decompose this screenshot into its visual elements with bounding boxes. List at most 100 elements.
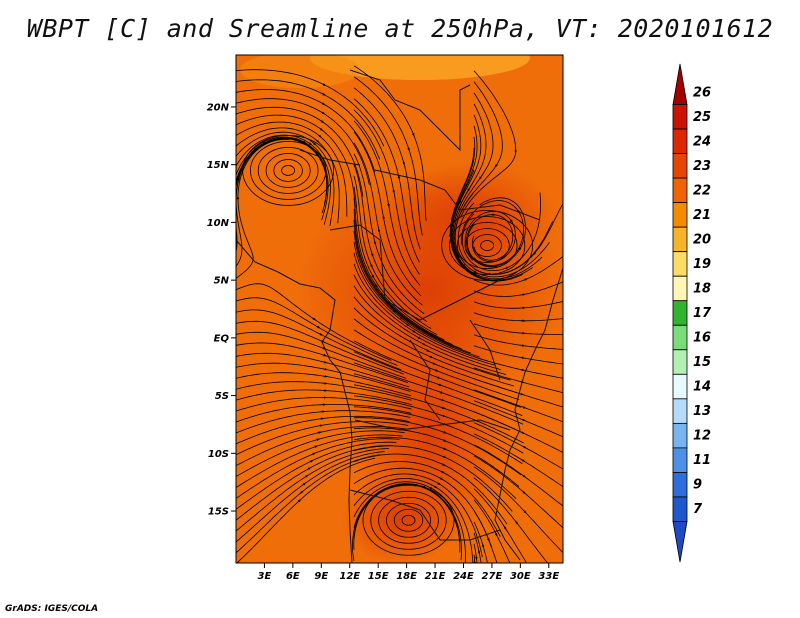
colorbar-swatch: [672, 496, 688, 522]
streamline-arrow: [321, 83, 327, 86]
streamline-arrow: [370, 263, 373, 269]
colorbar-label: 16: [693, 331, 711, 346]
colorbar-label: 9: [693, 478, 702, 493]
lat-tick-label: 5N: [214, 276, 230, 287]
streamline-arrow: [421, 342, 426, 346]
streamline-arrow: [473, 270, 478, 274]
colorbar-label: 22: [693, 183, 711, 198]
lat-tick-label: 5S: [215, 391, 229, 402]
streamline-arrow: [522, 490, 526, 495]
streamline-arrow: [304, 474, 309, 478]
latitude-axis: 20N 15N 10N 5N EQ 5S 10S 15S: [207, 102, 236, 518]
lon-tick-label: 21E: [425, 571, 446, 582]
streamline-arrow: [509, 218, 513, 223]
streamline-arrow: [311, 317, 317, 321]
streamline-arrow: [322, 353, 327, 357]
streamline-arrow: [319, 127, 324, 131]
colorbar-swatch: [672, 349, 688, 375]
lon-tick-label: 33E: [538, 571, 559, 582]
streamline: [473, 466, 563, 554]
streamline-arrow: [321, 92, 326, 96]
streamline-arrow: [520, 431, 526, 434]
streamline-arrow: [323, 367, 328, 371]
lat-tick-label: EQ: [214, 333, 230, 344]
streamline-arrow: [315, 139, 320, 143]
streamline-arrow: [481, 543, 485, 549]
streamline-arrow: [520, 368, 525, 372]
streamline-arrow: [322, 360, 328, 364]
colorbar-swatch: [672, 226, 688, 253]
streamline-arrow: [307, 467, 312, 470]
streamline-arrow: [405, 323, 410, 327]
vortex-ring: [449, 216, 526, 275]
colorbar-cap-bottom: [672, 521, 688, 563]
colorbar-swatch: [672, 447, 688, 473]
streamline-arrow: [402, 160, 405, 166]
streamline-arrow: [522, 474, 526, 478]
streamline-arrow: [479, 175, 482, 180]
streamline-arrow: [374, 283, 378, 288]
streamline-arrow: [462, 263, 466, 268]
streamline-arrow: [299, 490, 304, 494]
streamline-arrow: [442, 447, 447, 450]
vortex-ring: [250, 141, 327, 200]
streamline-arrow: [302, 482, 307, 486]
streamline-arrow: [373, 240, 377, 246]
streamline-arrow: [428, 486, 434, 490]
streamline-arrow: [308, 142, 313, 146]
streamline-arrow: [317, 134, 322, 138]
streamline-arrow: [371, 274, 375, 279]
lat-tick-label: 10N: [207, 218, 230, 229]
colorbar-swatch: [672, 373, 688, 400]
streamline-arrow: [429, 355, 434, 359]
vortex-ring: [480, 240, 495, 251]
vortex-ring: [393, 508, 424, 532]
streamline: [473, 389, 563, 423]
coastlines-borders: [236, 69, 563, 563]
vortex-ring: [386, 502, 432, 538]
lat-tick-label: 15S: [208, 507, 229, 518]
colorbar-label: 12: [693, 429, 711, 444]
streamline-arrow: [392, 309, 397, 313]
streamline-arrow: [477, 550, 481, 555]
streamline-arrow: [321, 111, 326, 115]
colorbar-swatch: [672, 104, 688, 130]
streamline-arrow: [487, 537, 490, 542]
lon-tick-label: 27E: [482, 571, 503, 582]
map-frame: [235, 54, 564, 564]
streamline-arrow: [382, 215, 385, 221]
streamline-arrow: [425, 349, 430, 352]
streamline-arrow: [518, 246, 522, 251]
colorbar-label: 21: [693, 208, 711, 223]
streamline: [473, 422, 563, 470]
streamline-arrow: [523, 510, 527, 514]
vortex-ring: [441, 210, 534, 281]
colorbar-swatch: [672, 324, 688, 351]
streamline-arrow: [439, 391, 444, 394]
streamline-arrow: [379, 292, 384, 297]
streamline-arrow: [436, 482, 441, 485]
vortex-ring: [370, 490, 447, 550]
streamline-arrow: [313, 445, 319, 449]
colorbar-swatch: [672, 251, 688, 277]
streamline-arrow: [407, 146, 410, 152]
streamline-arrow: [521, 418, 526, 422]
streamline-arrow: [392, 189, 395, 194]
streamline-arrow: [377, 228, 381, 234]
streamline-arrow: [370, 252, 374, 258]
streamline: [473, 323, 563, 335]
streamline-arrow: [321, 102, 326, 106]
colorbar-cap-top: [672, 63, 688, 105]
streamline-arrow: [417, 336, 422, 340]
streamline-arrow: [399, 316, 404, 320]
colorbar-swatch: [672, 202, 688, 228]
streamline-arrow: [442, 439, 447, 442]
grads-credit: GrADS: IGES/COLA: [5, 604, 99, 614]
streamline-arrow: [440, 398, 445, 402]
page-title: WBPT [C] and Sreamline at 250hPa, VT: 20…: [26, 14, 774, 43]
streamline: [473, 312, 563, 322]
streamline-arrow: [317, 431, 322, 434]
streamline-arrow: [321, 346, 326, 350]
lon-tick-label: 18E: [396, 571, 417, 582]
